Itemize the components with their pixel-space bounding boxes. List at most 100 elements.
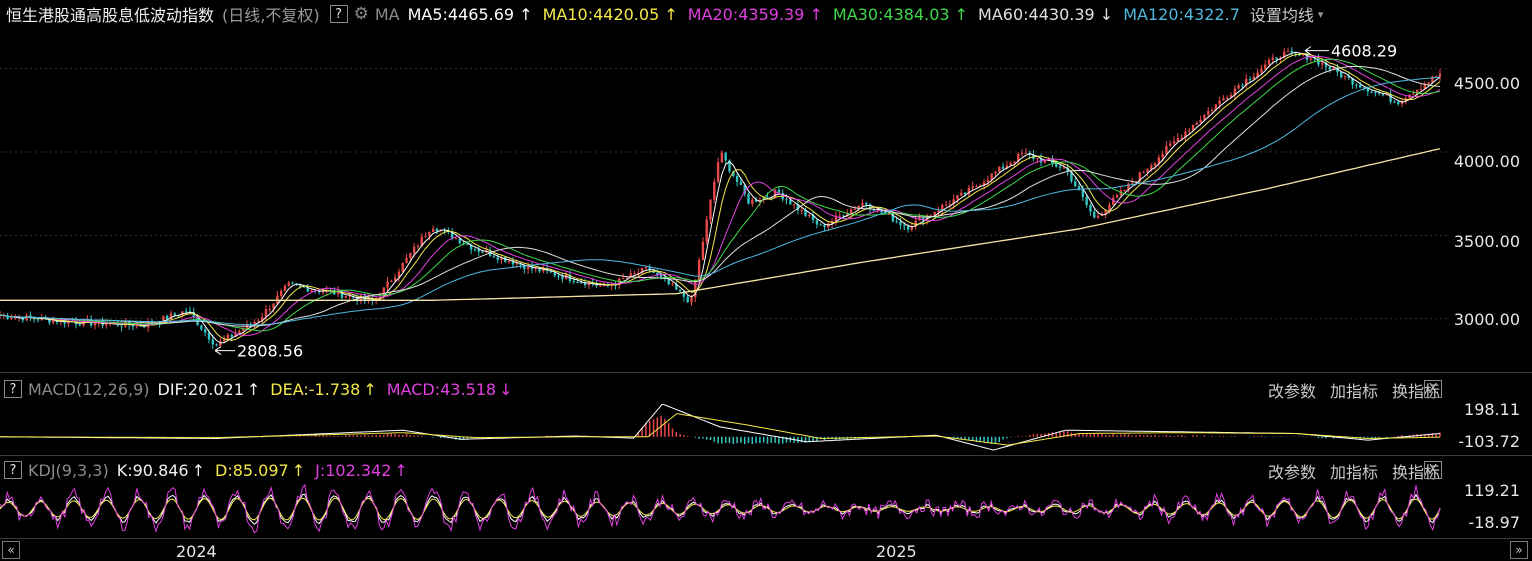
dif-line [0, 404, 1441, 451]
candle-body [1302, 53, 1305, 56]
candle-body [1108, 204, 1111, 211]
candle-body [412, 246, 416, 254]
candle-body [200, 325, 203, 330]
candle-body [986, 180, 990, 183]
ma-legend-item: MA10:4420.05 ↑ [542, 4, 678, 24]
candle-body [135, 324, 138, 327]
kdj-k-arrow: ↑ [191, 460, 206, 480]
candle-body [1093, 211, 1096, 218]
candle-body [1385, 94, 1389, 96]
candle-body [587, 282, 591, 286]
candle-body [922, 217, 925, 221]
candle-body [1226, 97, 1229, 99]
candle-body [1112, 197, 1115, 205]
candle-body [215, 344, 218, 346]
candle-body [1169, 143, 1172, 147]
candle-body [1389, 94, 1392, 102]
candle-body [1260, 68, 1263, 73]
candle-body [1245, 78, 1248, 86]
candle-body [975, 186, 978, 188]
candle-body [120, 325, 123, 327]
candle-body [1153, 163, 1157, 166]
candle-body [260, 316, 264, 321]
candle-body [321, 291, 325, 293]
scroll-left-icon[interactable]: « [2, 541, 20, 559]
candle-body [1180, 137, 1183, 139]
candle-body [815, 220, 819, 225]
candle-body [994, 171, 997, 174]
candle-body [697, 259, 701, 281]
candle-body [192, 311, 195, 318]
candle-body [1085, 196, 1088, 206]
candle-body [1218, 100, 1221, 105]
ma-settings-button[interactable]: 设置均线 [1249, 6, 1314, 25]
candle-body [169, 313, 173, 320]
divider [0, 538, 1532, 539]
candle-body [291, 282, 294, 284]
candle-body [1150, 165, 1153, 170]
candle-body [925, 215, 929, 221]
candle-body [724, 152, 727, 161]
candle-body [709, 199, 712, 220]
candle-body [1024, 152, 1028, 154]
candle-body [648, 266, 651, 271]
candle-body [226, 334, 230, 340]
candle-body [1138, 172, 1142, 182]
candle-body [906, 226, 910, 230]
kdj-close-icon[interactable]: X [1424, 461, 1442, 479]
candle-body [777, 189, 781, 193]
ma-line [0, 53, 1441, 341]
candle-body [1438, 73, 1442, 77]
gear-icon[interactable]: ⚙ [353, 4, 369, 24]
candle-body [1374, 91, 1377, 93]
kline-chart[interactable]: 4608.29 2808.56 [0, 32, 1532, 372]
candle-body [732, 171, 735, 176]
candle-body [454, 238, 458, 240]
kdj-add-indicator-button[interactable]: 加指标 [1329, 463, 1378, 482]
kdj-help-button[interactable]: ? [4, 461, 22, 479]
macd-chart[interactable] [0, 404, 1532, 454]
macd-add-indicator-button[interactable]: 加指标 [1329, 382, 1378, 401]
candle-body [960, 192, 963, 196]
candle-body [990, 173, 993, 181]
help-button[interactable]: ? [329, 5, 348, 23]
candle-body [1248, 78, 1252, 80]
candle-body [397, 271, 401, 278]
candle-body [401, 262, 404, 272]
candle-body [507, 261, 511, 263]
candle-body [891, 213, 895, 222]
candle-body [625, 277, 629, 279]
macd-change-param-button[interactable]: 改参数 [1267, 382, 1316, 401]
candle-body [861, 202, 864, 206]
kdj-change-param-button[interactable]: 改参数 [1267, 463, 1316, 482]
macd-value: MACD:43.518 [386, 379, 497, 399]
chevron-down-icon[interactable]: ▾ [1317, 7, 1324, 21]
max-label: 4608.29 [1331, 42, 1397, 61]
candle-body [595, 284, 598, 286]
candle-body [435, 228, 439, 232]
candle-body [386, 281, 389, 288]
macd-switch-indicator-button[interactable]: 换指标 [1391, 382, 1440, 401]
candle-body [211, 339, 214, 345]
candle-body [948, 204, 952, 206]
kdj-toolbar: 改参数 加指标 换指标 [1268, 459, 1440, 483]
scroll-right-icon[interactable]: » [1510, 541, 1528, 559]
candle-body [409, 253, 412, 258]
candle-body [1347, 75, 1351, 78]
macd-close-icon[interactable]: X [1424, 380, 1442, 398]
candle-body [473, 249, 477, 251]
x-label-2024: 2024 [176, 542, 217, 561]
y-tick-4500: 4500.00 [1453, 74, 1520, 93]
kdj-chart[interactable] [0, 484, 1532, 534]
candle-body [78, 324, 81, 326]
macd-help-button[interactable]: ? [4, 380, 22, 398]
candle-body [1431, 76, 1434, 83]
kdj-switch-indicator-button[interactable]: 换指标 [1391, 463, 1440, 482]
candle-body [933, 212, 936, 215]
candle-body [899, 221, 902, 225]
candle-body [207, 332, 211, 340]
candle-body [1305, 53, 1309, 60]
candle-body [264, 309, 268, 317]
candle-body [1207, 111, 1210, 115]
candle-body [1123, 189, 1126, 191]
